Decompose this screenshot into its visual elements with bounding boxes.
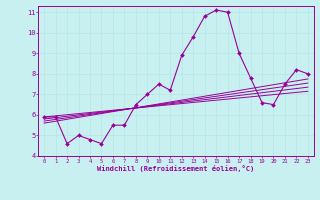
X-axis label: Windchill (Refroidissement éolien,°C): Windchill (Refroidissement éolien,°C) — [97, 165, 255, 172]
